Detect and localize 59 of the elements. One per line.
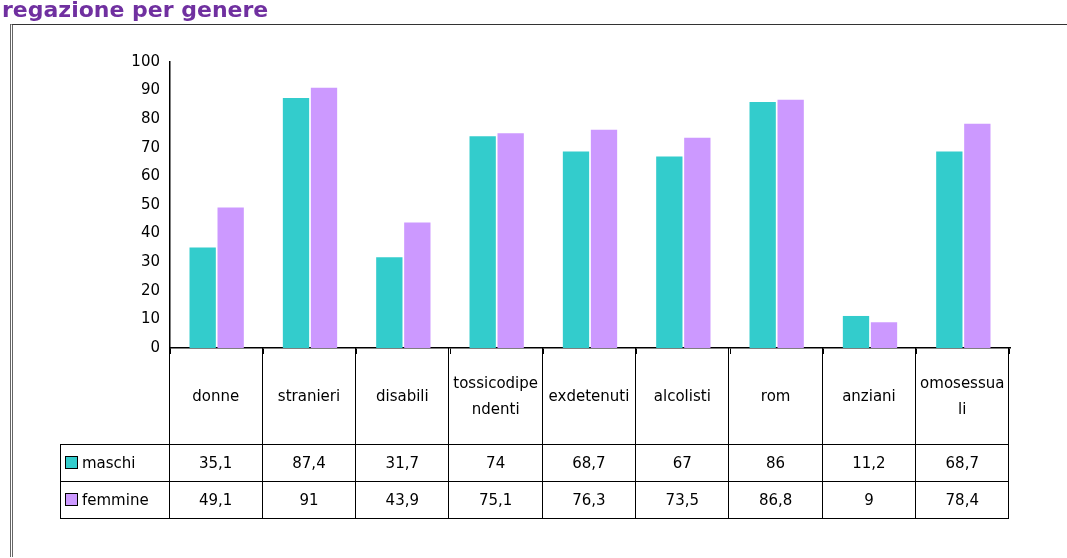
bar: [404, 222, 431, 348]
data-label: 9: [822, 481, 916, 519]
data-label: 35,1: [169, 444, 263, 482]
bar: [842, 315, 870, 348]
bar: [749, 102, 776, 348]
bar: [376, 257, 403, 348]
data-label: 43,9: [355, 481, 449, 519]
y-tick-label: 80: [140, 109, 160, 128]
bar: [469, 136, 496, 348]
legend-label: maschi: [60, 444, 169, 482]
data-label: 11,2: [822, 444, 916, 482]
y-tick-label: 30: [140, 252, 160, 271]
legend-label: femmine: [60, 481, 169, 519]
bar: [964, 123, 991, 348]
bar: [870, 322, 898, 348]
data-label: 78,4: [915, 481, 1009, 519]
bar: [656, 156, 683, 348]
y-tick-label: 40: [140, 223, 160, 242]
bar: [684, 137, 711, 348]
data-label: 68,7: [915, 444, 1009, 482]
x-tick-label: stranieri: [262, 348, 356, 445]
x-tick-label: exdetenuti: [542, 348, 636, 445]
x-tick-label: omosessuali: [915, 348, 1009, 445]
data-label: 91: [262, 481, 356, 519]
data-label: 68,7: [542, 444, 636, 482]
x-tick-label: disabili: [355, 348, 449, 445]
y-tick-label: 70: [140, 137, 160, 156]
data-label: 31,7: [355, 444, 449, 482]
data-label: 73,5: [635, 481, 729, 519]
x-tick-label: donne: [169, 348, 263, 445]
bar: [497, 133, 524, 348]
y-tick-label: 100: [131, 51, 160, 70]
bar: [217, 207, 244, 348]
bar: [936, 151, 963, 348]
y-tick-label: 10: [140, 309, 160, 328]
chart-title: regazione per genere: [2, 0, 269, 22]
x-tick-label: alcolisti: [635, 348, 729, 445]
data-label: 74: [448, 444, 543, 482]
bar: [310, 87, 338, 348]
bar: [562, 151, 590, 348]
x-tick-label: anziani: [822, 348, 916, 445]
data-label: 76,3: [542, 481, 636, 519]
bar: [189, 247, 216, 348]
data-label: 67: [635, 444, 729, 482]
bar: [777, 99, 804, 348]
bar: [590, 129, 618, 348]
y-tick-label: 50: [140, 194, 160, 213]
data-label: 86,8: [728, 481, 823, 519]
y-tick-label: 0: [150, 337, 160, 356]
y-tick-label: 60: [140, 166, 160, 185]
y-tick-label: 20: [140, 280, 160, 299]
x-tick-label: rom: [728, 348, 823, 445]
bar: [282, 98, 310, 348]
data-label: 86: [728, 444, 823, 482]
data-label: 75,1: [448, 481, 543, 519]
y-tick-label: 90: [140, 80, 160, 99]
data-label: 87,4: [262, 444, 356, 482]
data-label: 49,1: [169, 481, 263, 519]
x-tick-label: tossicodipendenti: [448, 348, 543, 445]
